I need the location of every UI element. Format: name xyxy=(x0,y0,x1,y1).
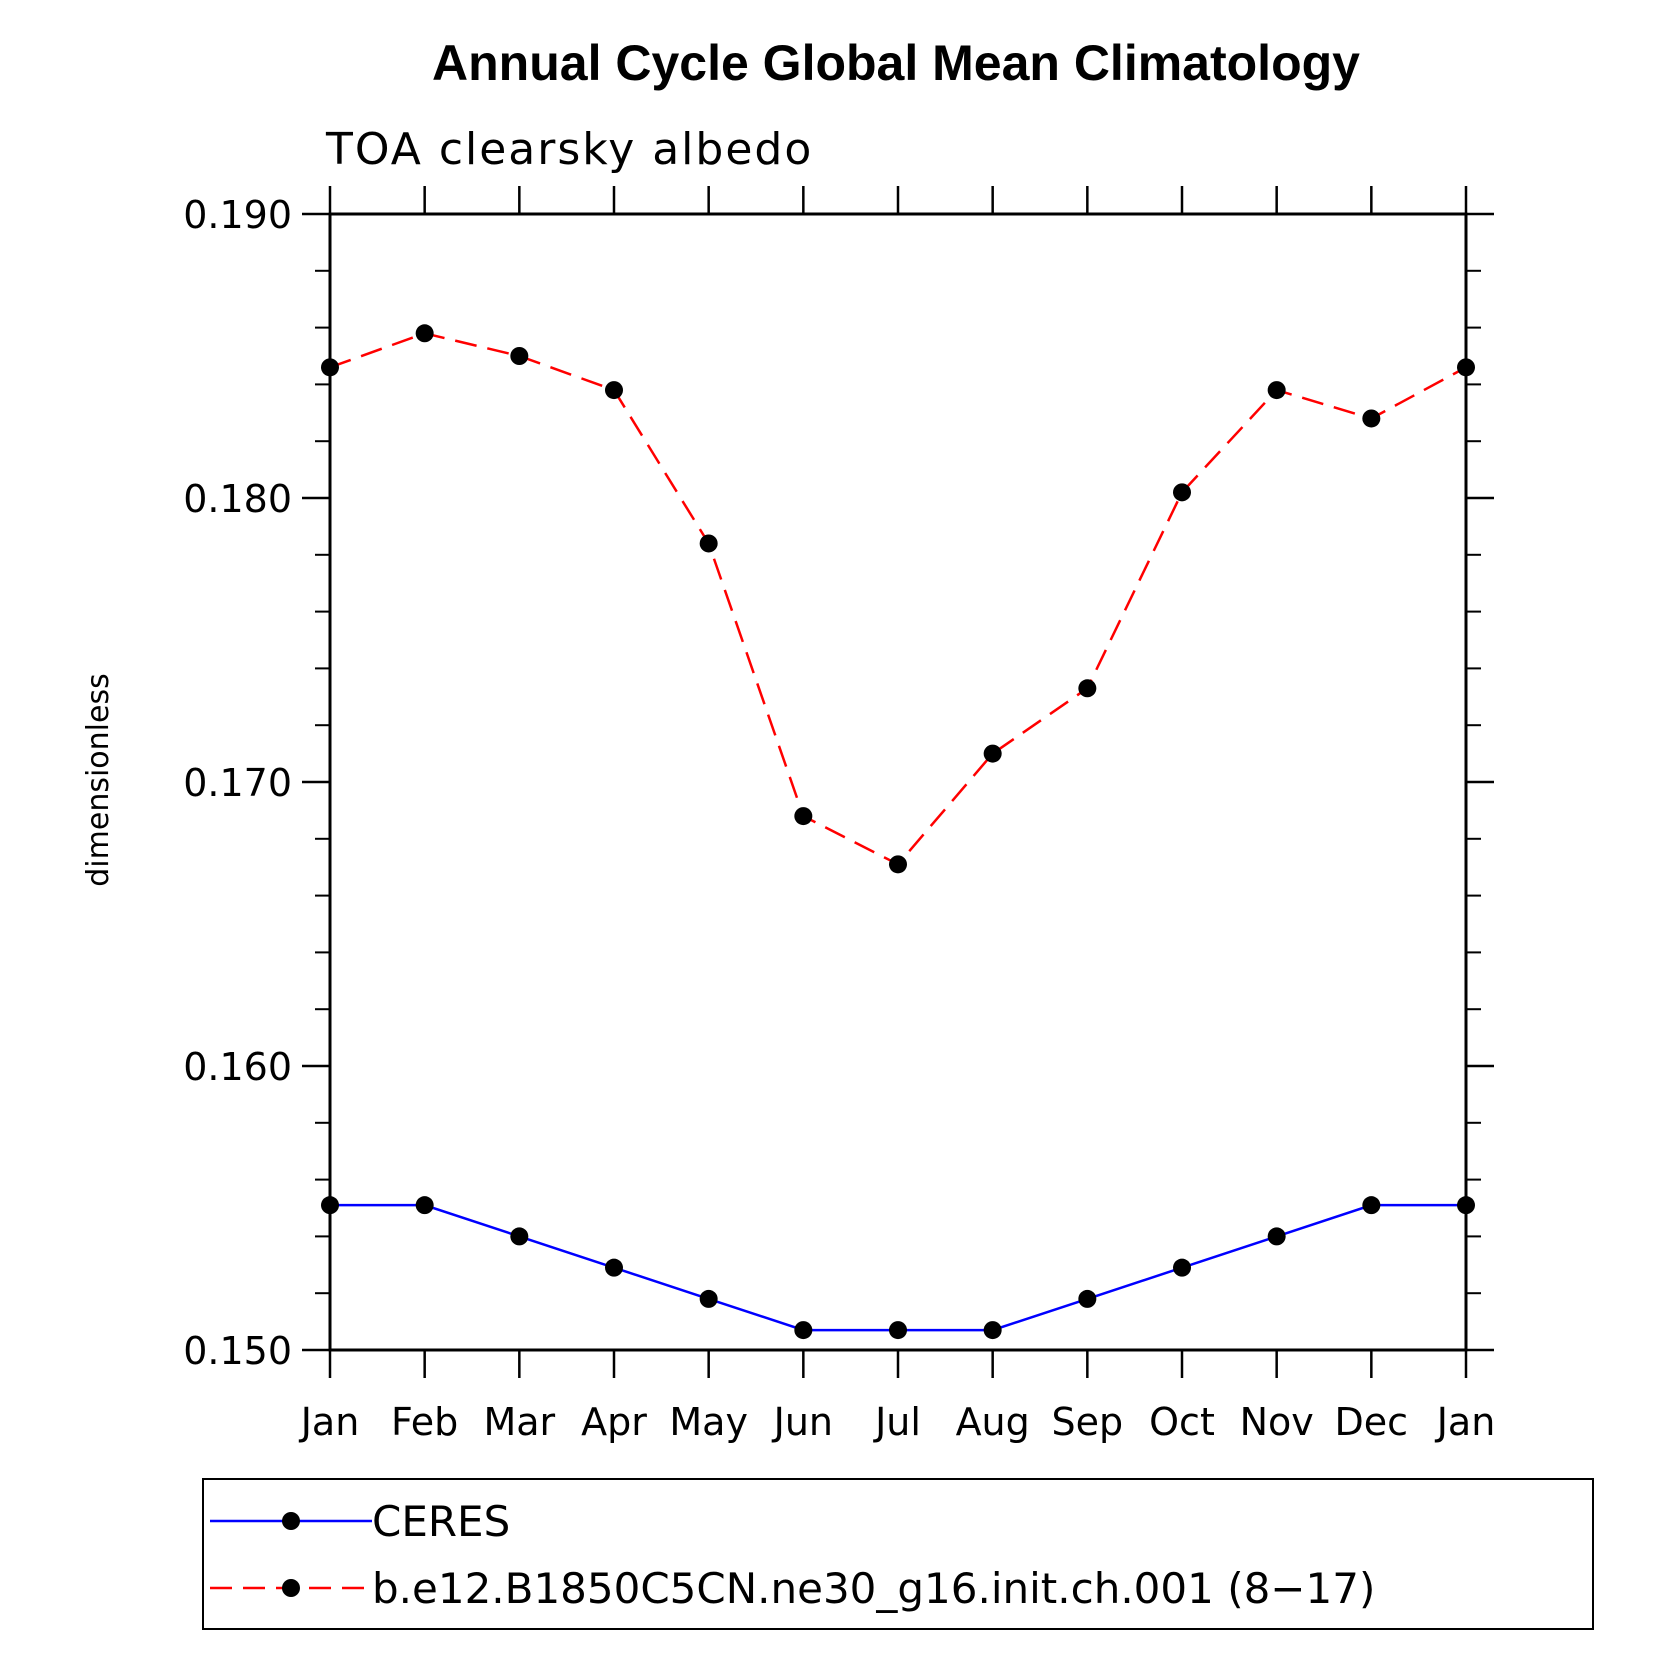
legend-label-model: b.e12.B1850C5CN.ne30_g16.init.ch.001 (8−… xyxy=(372,1564,1375,1613)
y-tick-label: 0.190 xyxy=(183,193,292,237)
x-tick-label: May xyxy=(669,1400,748,1444)
data-point xyxy=(699,534,718,553)
legend-marker-model xyxy=(282,1579,300,1597)
data-point xyxy=(983,744,1002,763)
x-tick-label: Nov xyxy=(1240,1400,1314,1444)
data-point xyxy=(1078,679,1097,698)
x-tick-label: Feb xyxy=(391,1400,458,1444)
data-point xyxy=(794,807,813,826)
data-point xyxy=(699,1289,718,1308)
x-tick-label: Jun xyxy=(772,1400,833,1444)
data-point xyxy=(889,855,907,874)
chart-title: Annual Cycle Global Mean Climatology xyxy=(432,35,1360,91)
data-point xyxy=(1267,381,1286,400)
data-point xyxy=(1457,358,1475,377)
x-tick-labels: Jan Feb Mar Apr May Jun Jul Aug Sep Oct Nov Dec Jan xyxy=(299,1400,1496,1444)
x-tick-label: Jan xyxy=(299,1400,360,1444)
y-tick-label: 0.180 xyxy=(183,477,292,521)
data-point xyxy=(415,324,434,343)
x-tick-label: Oct xyxy=(1149,1400,1215,1444)
data-point xyxy=(794,1321,813,1340)
data-point xyxy=(321,358,339,377)
y-axis-label: dimensionless xyxy=(81,673,116,886)
data-point xyxy=(1078,1289,1097,1308)
data-point xyxy=(1457,1196,1475,1215)
legend: CERES b.e12.B1850C5CN.ne30_g16.init.ch.0… xyxy=(202,1478,1594,1630)
x-tick-label: Jul xyxy=(873,1400,921,1444)
data-point xyxy=(510,1227,529,1246)
y-tick-labels: 0.150 0.160 0.170 0.180 0.190 xyxy=(183,193,292,1373)
x-tick-label: Aug xyxy=(956,1400,1030,1444)
data-point xyxy=(1362,409,1381,428)
data-point xyxy=(510,347,529,365)
data-point xyxy=(415,1196,434,1215)
x-tick-label: Mar xyxy=(483,1400,555,1444)
data-point xyxy=(1173,483,1191,502)
data-point xyxy=(889,1321,907,1340)
legend-frame xyxy=(202,1478,1594,1630)
plot-frame xyxy=(328,212,1468,1352)
legend-label-ceres: CERES xyxy=(372,1497,510,1546)
series-line-0 xyxy=(330,1203,1466,1332)
series-lines xyxy=(329,331,1467,1332)
data-point xyxy=(1362,1196,1381,1215)
data-point xyxy=(1173,1258,1191,1277)
series-line-1 xyxy=(329,331,1467,866)
legend-marker-ceres xyxy=(282,1512,300,1530)
y-tick-label: 0.150 xyxy=(183,1329,292,1373)
data-point xyxy=(605,1258,623,1277)
y-tick-label: 0.170 xyxy=(183,761,292,805)
x-tick-label: Jan xyxy=(1435,1400,1496,1444)
data-point xyxy=(983,1321,1002,1340)
x-tick-label: Apr xyxy=(581,1400,647,1444)
data-point xyxy=(1267,1227,1286,1246)
axis-ticks xyxy=(302,186,1494,1378)
x-tick-label: Dec xyxy=(1335,1400,1409,1444)
y-tick-label: 0.160 xyxy=(183,1045,292,1089)
data-point xyxy=(605,381,623,400)
data-point xyxy=(321,1196,339,1215)
series-points xyxy=(321,324,1475,1340)
chart-subtitle: TOA clearsky albedo xyxy=(325,124,813,175)
x-tick-label: Sep xyxy=(1052,1400,1124,1444)
